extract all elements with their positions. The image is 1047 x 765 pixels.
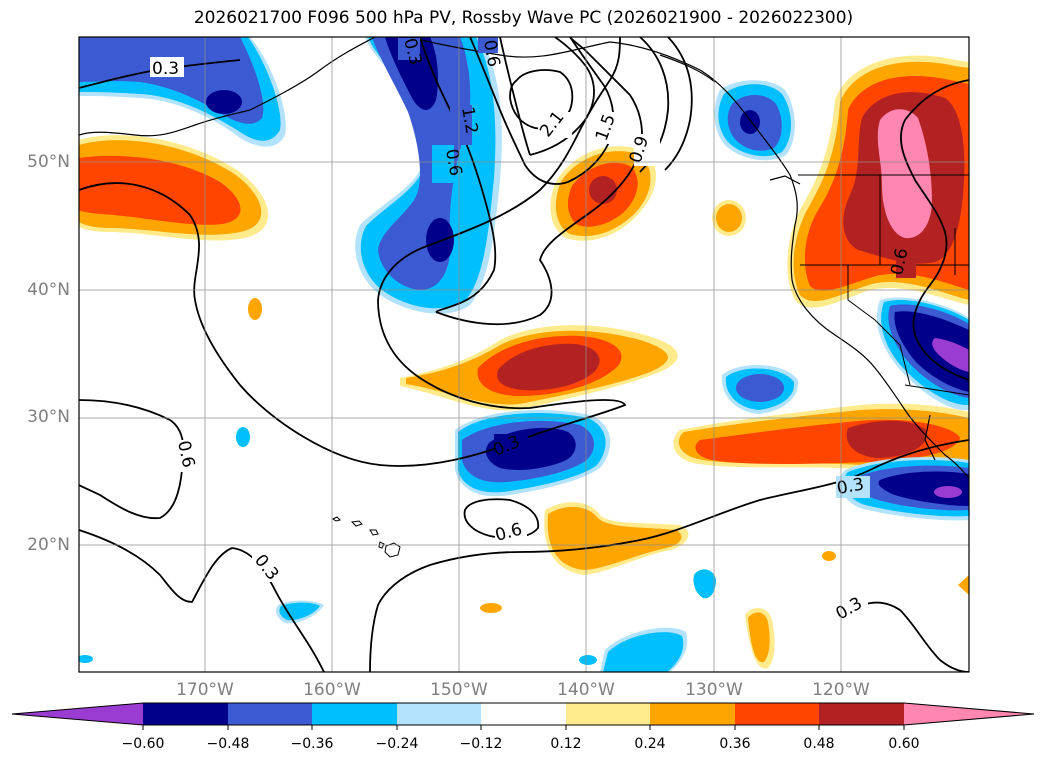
colorbar-tick-label: −0.24: [375, 736, 419, 752]
map-title: 2026021700 F096 500 hPa PV, Rossby Wave …: [193, 8, 854, 28]
contour-label: 1.2: [457, 105, 481, 135]
colorbar-tick-label: −0.12: [459, 736, 503, 752]
lon-label-160w: 160°W: [303, 680, 361, 700]
lon-label-120w: 120°W: [812, 680, 870, 700]
lon-label-170w: 170°W: [176, 680, 234, 700]
contour-label: 0.3: [152, 59, 179, 79]
lat-label-20n: 20°N: [27, 535, 70, 555]
colorbar-tick-label: 0.36: [719, 736, 751, 752]
colorbar-tick-label: 0.12: [550, 736, 582, 752]
political-borders: [798, 174, 969, 396]
colorbar-tick-label: 0.48: [803, 736, 835, 752]
colorbar-segment: [228, 703, 312, 725]
contour-label: 0.3: [835, 475, 865, 499]
colorbar: [11, 702, 1035, 730]
lat-label-40n: 40°N: [27, 280, 70, 300]
lon-label-150w: 150°W: [430, 680, 488, 700]
positive-anomaly-fills: [79, 55, 969, 669]
colorbar-segment: [566, 703, 650, 725]
colorbar-segment: [819, 703, 904, 725]
colorbar-over-arrow: [904, 703, 1034, 725]
colorbar-tick-label: −0.48: [206, 736, 250, 752]
colorbar-tick-label: 0.24: [634, 736, 666, 752]
lat-label-50n: 50°N: [27, 152, 70, 172]
colorbar-segment: [397, 703, 481, 725]
colorbar-segment: [735, 703, 819, 725]
lat-label-30n: 30°N: [27, 407, 70, 427]
map-frame: [78, 36, 970, 673]
map-plot-area: 0.3 0.6 1.2 2.1 1.5 0.9 0.6 0.3 0.6 0.3 …: [79, 37, 969, 672]
colorbar-segment: [143, 703, 228, 725]
contour-label: 0.6: [479, 38, 503, 68]
colorbar-tick-label: −0.36: [290, 736, 334, 752]
colorbar-segment: [312, 703, 397, 725]
colorbar-under-arrow: [12, 703, 143, 725]
lon-label-140w: 140°W: [557, 680, 615, 700]
colorbar-tick-label: −0.60: [121, 736, 165, 752]
gridlines: [79, 37, 969, 672]
colorbar-segment: [650, 703, 735, 725]
lon-label-130w: 130°W: [685, 680, 743, 700]
colorbar-tick-label: 0.60: [888, 736, 920, 752]
colorbar-segment: [481, 703, 566, 725]
